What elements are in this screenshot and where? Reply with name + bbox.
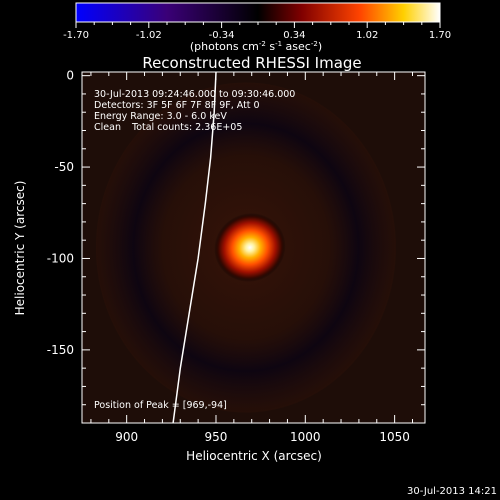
flare-source: [214, 213, 286, 282]
colorbar-ticks: -1.70 -1.02 -0.34 0.34 1.02 1.70: [63, 22, 451, 41]
annotation-detectors: Detectors: 3F 5F 6F 7F 8F 9F, Att 0: [94, 100, 260, 111]
y-tick-label: -50: [54, 160, 74, 174]
plot-frame: [81, 71, 426, 424]
y-tick-label: -150: [47, 343, 74, 357]
axis-ticks: 900 950 1000 1050 0 -50 -100 -150: [47, 69, 425, 444]
colorbar-tick-label: -1.70: [63, 30, 89, 41]
colorbar-tick-label: -1.02: [136, 30, 162, 41]
x-axis-label: Heliocentric X (arcsec): [186, 449, 322, 463]
x-tick-label: 1050: [379, 430, 410, 444]
timestamp: 30-Jul-2013 14:21: [407, 486, 497, 497]
annotation-total-counts: Total counts: 2.36E+05: [131, 122, 242, 133]
annotation-clean: Clean: [94, 122, 121, 133]
x-tick-label: 1000: [290, 430, 321, 444]
y-tick-label: 0: [66, 69, 74, 83]
annotation-energy: Energy Range: 3.0 - 6.0 keV: [94, 111, 227, 122]
colorbar-tick-label: 1.70: [429, 30, 451, 41]
colorbar-tick-label: 0.34: [283, 30, 305, 41]
solar-limb-curve: [172, 72, 217, 423]
colorbar-unit-label: (photons cm-2 s-1 asec-2): [190, 40, 322, 53]
x-tick-label: 950: [205, 430, 228, 444]
annotation-peak-position: Position of Peak = [969,-94]: [94, 400, 227, 411]
colorbar: [75, 2, 441, 23]
chart-title: Reconstructed RHESSI Image: [142, 54, 361, 72]
image-area: [82, 72, 425, 423]
colorbar-tick-label: -0.34: [209, 30, 235, 41]
y-tick-label: -100: [47, 251, 74, 265]
y-axis-label: Heliocentric Y (arcsec): [13, 181, 27, 316]
x-tick-label: 900: [115, 430, 138, 444]
colorbar-tick-label: 1.02: [356, 30, 378, 41]
annotation-time-range: 30-Jul-2013 09:24:46.000 to 09:30:46.000: [94, 89, 295, 100]
